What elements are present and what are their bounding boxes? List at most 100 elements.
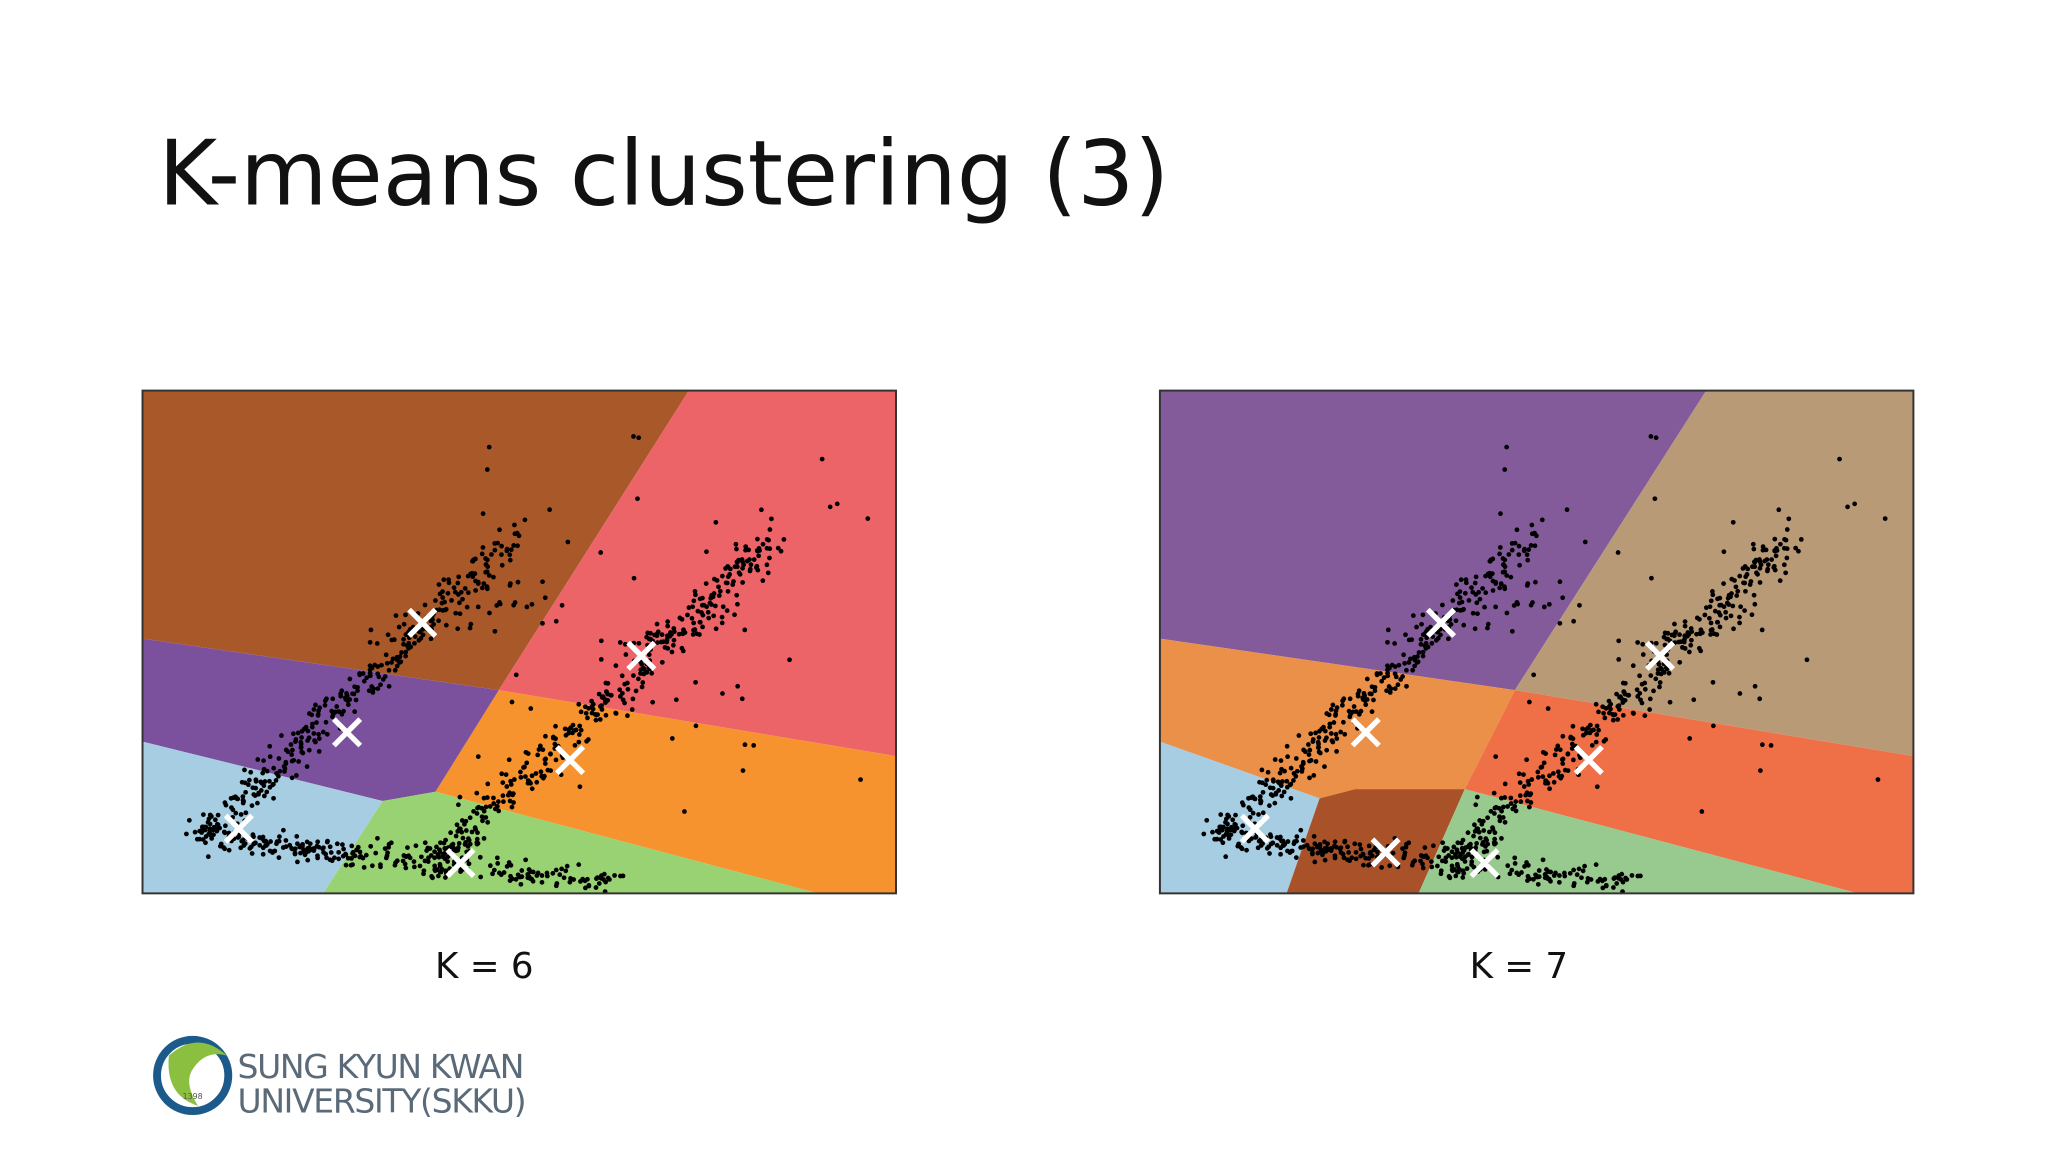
point [1499, 836, 1504, 841]
point [508, 547, 514, 553]
point [539, 773, 545, 779]
point [1647, 707, 1653, 712]
point [1518, 799, 1524, 805]
point [1612, 875, 1618, 880]
point [1710, 723, 1716, 729]
point [1276, 780, 1282, 786]
point [1386, 684, 1392, 689]
point [1638, 873, 1643, 879]
point [1616, 657, 1622, 662]
point [1571, 883, 1577, 889]
point [1724, 600, 1730, 606]
point [226, 847, 232, 853]
point [483, 815, 489, 820]
point [1560, 761, 1566, 766]
point [1517, 793, 1523, 799]
point [1299, 764, 1304, 769]
point [273, 778, 279, 783]
point [1499, 808, 1504, 814]
point [1642, 680, 1648, 686]
point [1527, 699, 1532, 705]
point [1419, 621, 1424, 627]
point [407, 855, 413, 861]
point [1267, 785, 1273, 791]
point [472, 825, 478, 831]
point [1372, 688, 1378, 694]
point [582, 704, 588, 710]
point [553, 757, 559, 763]
point [553, 618, 559, 624]
point [491, 801, 497, 806]
point [421, 871, 426, 877]
point [1416, 650, 1422, 655]
point [603, 712, 609, 718]
point [497, 601, 503, 607]
point [1316, 749, 1322, 755]
point [1515, 601, 1521, 607]
point [1783, 537, 1789, 543]
point [1381, 675, 1387, 681]
point [1268, 792, 1274, 797]
point [294, 834, 300, 839]
point [550, 871, 556, 876]
point [333, 709, 339, 715]
point [448, 830, 453, 836]
point [290, 731, 296, 737]
point [1793, 545, 1799, 551]
point [585, 876, 590, 882]
point [1564, 507, 1570, 513]
point [503, 772, 509, 777]
point [1240, 823, 1246, 829]
point [464, 604, 470, 610]
point [1428, 859, 1434, 864]
point [1346, 850, 1352, 855]
point [720, 604, 726, 610]
point [1584, 879, 1590, 885]
point [1333, 713, 1338, 718]
point [645, 630, 651, 636]
point [1418, 636, 1424, 642]
point [1577, 602, 1582, 608]
point [477, 854, 483, 860]
point [1385, 667, 1390, 673]
point [1490, 825, 1495, 831]
point [1504, 444, 1509, 450]
point [388, 840, 394, 846]
point [462, 586, 468, 591]
point [1533, 579, 1538, 585]
point [523, 857, 529, 863]
point [513, 672, 519, 678]
point [1798, 537, 1804, 542]
point [742, 742, 748, 748]
point [1363, 702, 1369, 708]
point [497, 527, 502, 533]
point [1594, 723, 1600, 729]
point [441, 577, 447, 583]
point [1278, 758, 1284, 764]
point [466, 836, 471, 841]
point [713, 519, 719, 525]
point [494, 855, 500, 861]
point [1758, 768, 1763, 773]
point [1710, 589, 1715, 594]
point [1393, 674, 1399, 680]
point [233, 810, 239, 816]
point [633, 688, 639, 694]
point [401, 641, 406, 647]
point [767, 527, 773, 532]
point [1466, 598, 1472, 603]
centroid [626, 640, 657, 671]
point [478, 874, 484, 880]
point [1308, 731, 1314, 737]
point [553, 883, 559, 889]
point [1288, 848, 1294, 854]
point [1723, 615, 1729, 621]
point [267, 784, 273, 790]
point [625, 713, 630, 719]
point [1750, 541, 1756, 547]
point [1288, 781, 1294, 787]
point [485, 781, 491, 787]
point [563, 868, 569, 874]
point [1341, 855, 1347, 861]
point [501, 870, 507, 875]
